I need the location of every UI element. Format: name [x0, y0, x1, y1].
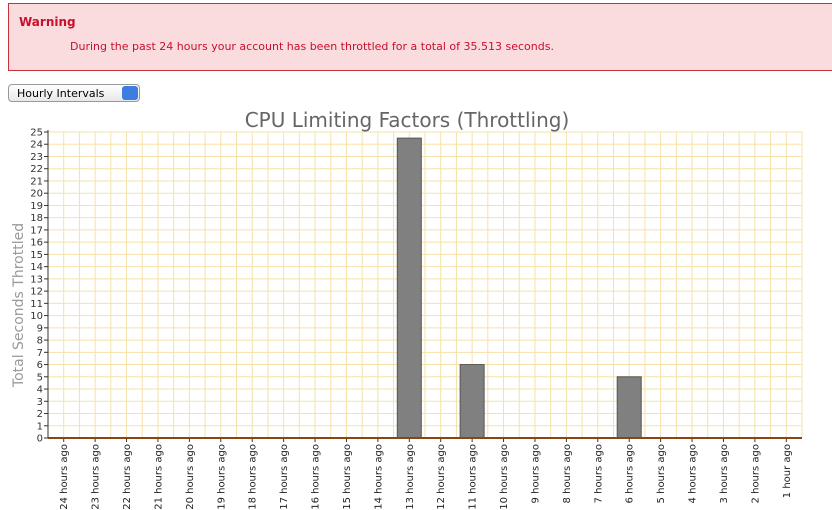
- warning-message: During the past 24 hours your account ha…: [70, 40, 554, 53]
- y-tick-label: 9: [37, 323, 43, 334]
- bar: [616, 376, 642, 439]
- y-tick-label: 8: [37, 336, 43, 347]
- y-tick-label: 25: [30, 128, 43, 139]
- x-tick-label: 18 hours ago: [248, 444, 259, 510]
- x-tick-label: 14 hours ago: [373, 444, 384, 510]
- y-tick-label: 17: [30, 225, 43, 236]
- x-tick-label: 17 hours ago: [279, 444, 290, 510]
- bar: [459, 364, 485, 439]
- y-tick-label: 21: [30, 176, 43, 187]
- x-tick-label: 1 hour ago: [782, 444, 793, 498]
- x-tick-label: 22 hours ago: [122, 444, 133, 510]
- x-tick-label: 15 hours ago: [342, 444, 353, 510]
- y-tick-label: 16: [30, 238, 43, 249]
- y-tick-label: 24: [30, 140, 43, 151]
- y-tick-label: 5: [37, 372, 43, 383]
- x-tick-label: 20 hours ago: [185, 444, 196, 510]
- x-tick-label: 16 hours ago: [311, 444, 322, 510]
- y-tick-label: 6: [37, 360, 43, 371]
- x-tick-label: 6 hours ago: [625, 444, 636, 503]
- x-tick-label: 13 hours ago: [405, 444, 416, 510]
- y-tick-label: 1: [37, 421, 43, 432]
- y-tick-label: 19: [30, 201, 43, 212]
- y-tick-label: 18: [30, 213, 43, 224]
- x-tick-label: 11 hours ago: [468, 444, 479, 510]
- y-axis-label: Total Seconds Throttled: [11, 223, 27, 388]
- y-tick-label: 3: [37, 397, 43, 408]
- select-arrow: [122, 86, 138, 100]
- y-tick-label: 0: [37, 434, 43, 445]
- x-tick-label: 5 hours ago: [656, 444, 667, 503]
- x-tick-label: 3 hours ago: [719, 444, 730, 503]
- x-tick-label: 12 hours ago: [436, 444, 447, 510]
- y-tick-label: 22: [30, 164, 43, 175]
- y-tick-label: 11: [30, 299, 43, 310]
- warning-title: Warning: [19, 15, 76, 29]
- y-tick-label: 13: [30, 274, 43, 285]
- y-tick-label: 7: [37, 348, 43, 359]
- y-tick-label: 12: [30, 287, 43, 298]
- x-tick-label: 19 hours ago: [216, 444, 227, 510]
- y-tick-label: 4: [37, 385, 43, 396]
- select-label: Hourly Intervals: [17, 87, 105, 100]
- x-tick-label: 24 hours ago: [59, 444, 70, 510]
- x-tick-label: 7 hours ago: [593, 444, 604, 503]
- interval-select[interactable]: Hourly Intervals: [8, 84, 140, 102]
- y-tick-label: 20: [30, 189, 43, 200]
- warning-box: Warning During the past 24 hours your ac…: [8, 3, 832, 71]
- y-tick-label: 14: [30, 262, 43, 273]
- x-tick-label: 23 hours ago: [91, 444, 102, 510]
- x-tick-label: 4 hours ago: [688, 444, 699, 503]
- x-tick-label: 10 hours ago: [499, 444, 510, 510]
- chart-title: CPU Limiting Factors (Throttling): [245, 108, 570, 132]
- y-tick-label: 2: [37, 409, 43, 420]
- x-tick-label: 9 hours ago: [530, 444, 541, 503]
- y-tick-label: 10: [30, 311, 43, 322]
- x-tick-label: 2 hours ago: [750, 444, 761, 503]
- bar: [396, 137, 422, 439]
- y-tick-label: 15: [30, 250, 43, 261]
- x-tick-label: 21 hours ago: [153, 444, 164, 510]
- x-tick-label: 8 hours ago: [562, 444, 573, 503]
- y-tick-label: 23: [30, 152, 43, 163]
